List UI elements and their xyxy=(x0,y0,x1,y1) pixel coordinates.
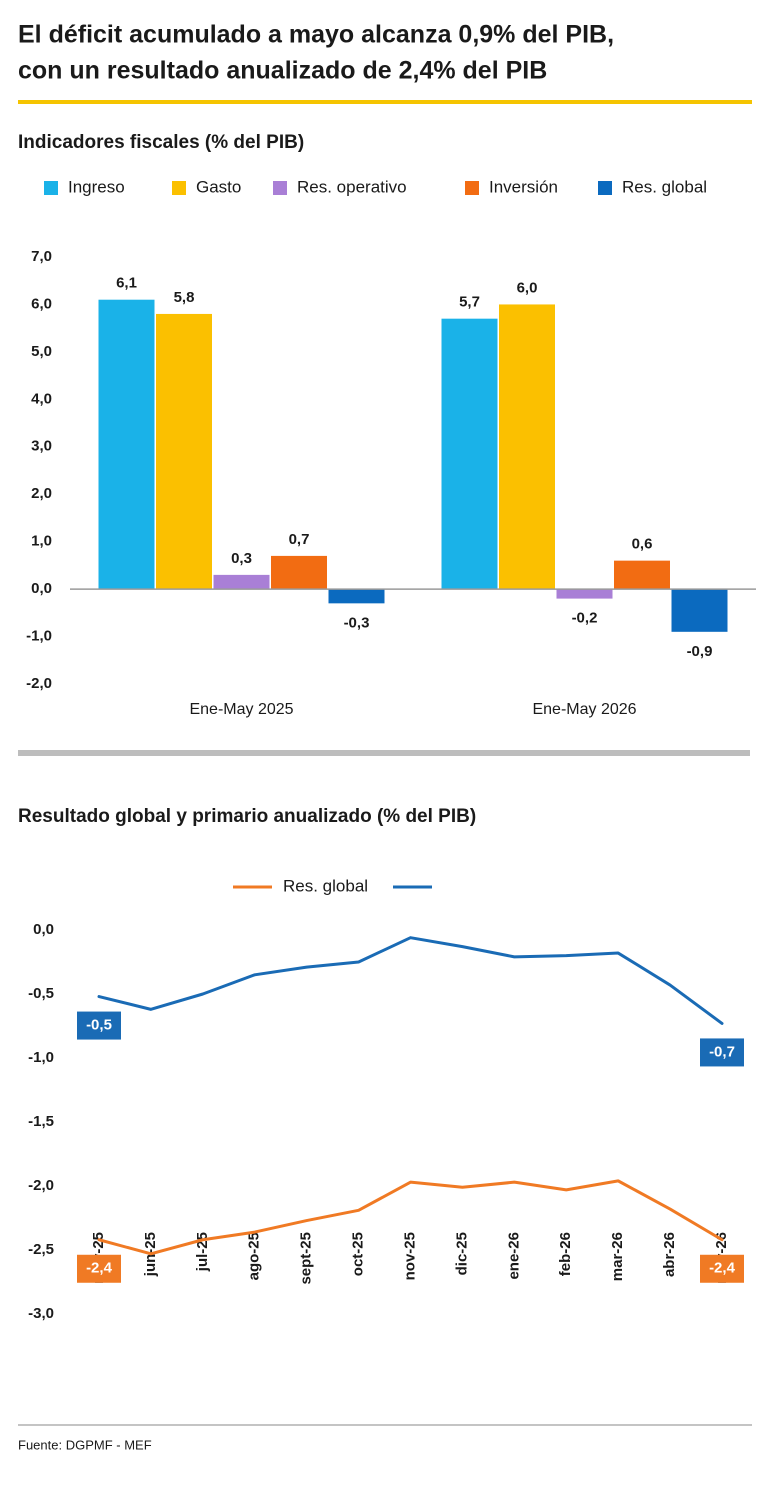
y-tick-label: 2,0 xyxy=(31,485,52,502)
y-tick-label: -1,0 xyxy=(28,1049,54,1066)
x-tick-label: ago-25 xyxy=(246,1232,263,1280)
x-tick-label: Ene-May 2025 xyxy=(189,701,293,718)
source: Fuente: DGPMF - MEF xyxy=(18,1437,152,1452)
legend-swatch xyxy=(598,181,612,195)
y-tick-label: -0,5 xyxy=(28,985,54,1002)
x-tick-label: sept-25 xyxy=(298,1232,315,1285)
y-tick-label: -2,5 xyxy=(28,1241,54,1258)
y-tick-label: 0,0 xyxy=(33,921,54,938)
y-tick-label: 5,0 xyxy=(31,343,52,360)
bar xyxy=(556,589,613,599)
bar xyxy=(614,560,670,590)
x-tick-label: mar-26 xyxy=(609,1232,626,1281)
bar-value-label: -0,9 xyxy=(687,643,713,660)
bar-value-label: -0,2 xyxy=(572,610,598,627)
x-tick-label: abr-26 xyxy=(661,1232,678,1277)
title-rule xyxy=(18,100,752,104)
legend-swatch xyxy=(273,181,287,195)
bar-value-label: 6,0 xyxy=(517,279,538,296)
bar xyxy=(213,574,270,590)
section-divider xyxy=(18,750,750,756)
series-line xyxy=(97,1179,724,1256)
chart-title: Indicadores fiscales (% del PIB) xyxy=(18,132,304,153)
x-tick-label: feb-26 xyxy=(557,1232,574,1276)
bar xyxy=(671,589,728,632)
bar xyxy=(98,299,155,590)
y-tick-label: 3,0 xyxy=(31,438,52,455)
y-tick-label: 1,0 xyxy=(31,533,52,550)
y-tick-label: -2,0 xyxy=(28,1177,54,1194)
y-tick-label: -1,5 xyxy=(28,1113,54,1130)
legend-label: Res. global xyxy=(283,876,368,895)
legend-label: Res. global xyxy=(622,177,707,196)
legend-swatch xyxy=(44,181,58,195)
series-line xyxy=(97,936,724,1025)
y-tick-label: 0,0 xyxy=(31,580,52,597)
value-label: -2,4 xyxy=(709,1260,736,1277)
bar xyxy=(271,555,327,590)
chart-title: Resultado global y primario anualizado (… xyxy=(18,806,476,827)
bar-value-label: 0,7 xyxy=(289,531,310,548)
legend-label: Gasto xyxy=(196,177,241,196)
y-tick-label: -2,0 xyxy=(26,675,52,692)
value-label-box xyxy=(700,1038,744,1067)
bar xyxy=(156,313,212,590)
x-tick-label: ene-26 xyxy=(505,1232,522,1280)
bar-value-label: 5,8 xyxy=(174,289,195,306)
y-tick-label: 6,0 xyxy=(31,295,52,312)
value-label-box xyxy=(77,1011,121,1040)
headline: El déficit acumulado a mayo alcanza 0,9%… xyxy=(18,21,614,49)
legend-label: Inversión xyxy=(489,177,558,196)
legend-swatch xyxy=(172,181,186,195)
y-tick-label: -1,0 xyxy=(26,628,52,645)
value-label-box xyxy=(700,1254,744,1283)
x-tick-label: dic-25 xyxy=(453,1232,470,1275)
y-tick-label: 7,0 xyxy=(31,248,52,265)
bar-value-label: 0,3 xyxy=(231,550,252,567)
bar xyxy=(328,589,385,604)
value-label: -2,4 xyxy=(86,1260,113,1277)
bar xyxy=(499,304,555,590)
headline: con un resultado anualizado de 2,4% del … xyxy=(18,57,547,85)
value-label: -0,7 xyxy=(709,1043,735,1060)
value-label-box xyxy=(77,1254,121,1283)
legend-swatch xyxy=(465,181,479,195)
bar xyxy=(441,318,498,590)
x-tick-label: nov-25 xyxy=(401,1232,418,1280)
x-tick-label: Ene-May 2026 xyxy=(532,701,636,718)
bar-value-label: 0,6 xyxy=(632,536,653,553)
y-tick-label: -3,0 xyxy=(28,1305,54,1322)
bar-value-label: -0,3 xyxy=(344,614,370,631)
legend-label: Ingreso xyxy=(68,177,125,196)
y-tick-label: 4,0 xyxy=(31,390,52,407)
bar-value-label: 6,1 xyxy=(116,275,137,292)
legend-label: Res. operativo xyxy=(297,177,407,196)
bar-value-label: 5,7 xyxy=(459,294,480,311)
x-tick-label: oct-25 xyxy=(350,1232,367,1276)
value-label: -0,5 xyxy=(86,1017,112,1034)
